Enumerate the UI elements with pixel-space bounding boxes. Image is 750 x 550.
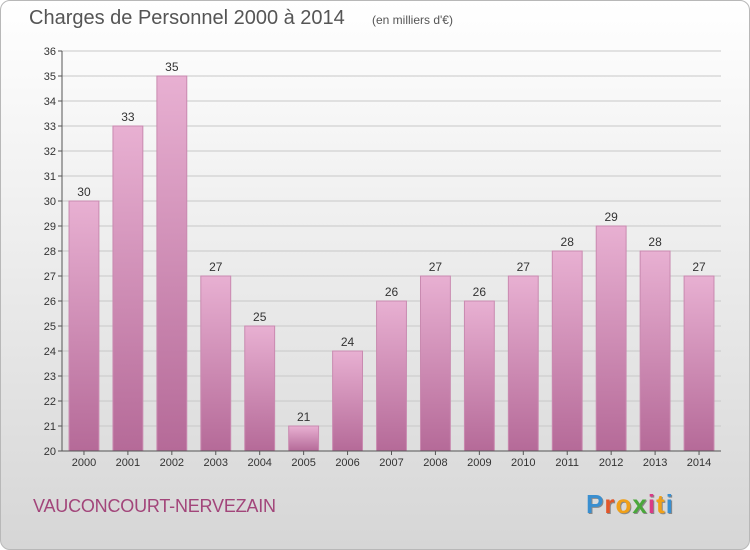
y-tick-label: 27: [44, 271, 56, 283]
logo-letter: i: [665, 489, 674, 519]
x-tick-label: 2002: [160, 457, 184, 469]
data-label: 24: [341, 335, 355, 349]
y-tick-label: 33: [44, 121, 56, 133]
x-tick-label: 2005: [291, 457, 315, 469]
bar: [244, 325, 276, 452]
data-label: 30: [77, 185, 91, 199]
y-tick-label: 22: [44, 396, 56, 408]
data-label: 28: [648, 235, 662, 249]
logo-letter: x: [632, 489, 648, 519]
bar: [463, 300, 495, 452]
x-tick-label: 2013: [643, 457, 667, 469]
data-label: 27: [429, 260, 443, 274]
bar: [68, 200, 100, 452]
bar: [200, 275, 232, 452]
logo-letter: i: [647, 489, 657, 519]
bar: [112, 125, 144, 452]
data-label: 21: [297, 410, 311, 424]
bar: [419, 275, 451, 452]
y-tick-label: 25: [44, 321, 56, 333]
data-label: 33: [121, 110, 135, 124]
data-label: 29: [604, 210, 618, 224]
place-name: VAUCONCOURT-NERVEZAIN: [33, 496, 276, 516]
y-tick-label: 32: [44, 146, 56, 158]
bar: [683, 275, 715, 452]
y-tick-label: 35: [44, 71, 56, 83]
y-tick-label: 28: [44, 246, 56, 258]
bar: [288, 425, 320, 452]
chart-title: Charges de Personnel 2000 à 2014: [29, 7, 345, 29]
y-tick-label: 36: [44, 46, 56, 58]
data-label: 26: [385, 285, 399, 299]
bar: [551, 250, 583, 452]
logo-letter: o: [615, 489, 633, 519]
bar: [507, 275, 539, 452]
bar: [332, 350, 364, 452]
data-label: 26: [473, 285, 487, 299]
data-label: 25: [253, 310, 267, 324]
x-tick-label: 2003: [204, 457, 228, 469]
logo-letter: P: [586, 489, 605, 519]
y-tick-label: 31: [44, 171, 56, 183]
y-tick-label: 29: [44, 221, 56, 233]
data-label: 35: [165, 60, 179, 74]
bar: [156, 75, 188, 452]
logo-letter: t: [656, 489, 666, 519]
y-tick-label: 23: [44, 371, 56, 383]
x-tick-label: 2009: [467, 457, 491, 469]
y-tick-label: 20: [44, 446, 56, 458]
x-tick-label: 2007: [379, 457, 403, 469]
data-label: 28: [561, 235, 575, 249]
y-tick-label: 34: [44, 96, 56, 108]
x-tick-label: 2000: [72, 457, 96, 469]
y-tick-label: 21: [44, 421, 56, 433]
x-tick-label: 2011: [555, 457, 579, 469]
bar: [639, 250, 671, 452]
bar: [595, 225, 627, 452]
bar: [376, 300, 407, 452]
data-label: 27: [692, 260, 706, 274]
chart-unit-note: (en milliers d'€): [372, 13, 453, 27]
y-tick-label: 26: [44, 296, 56, 308]
data-label: 27: [209, 260, 223, 274]
x-tick-label: 2010: [511, 457, 535, 469]
x-tick-label: 2014: [687, 457, 711, 469]
data-label: 27: [517, 260, 531, 274]
logo-letter: r: [604, 489, 616, 519]
proxiti-logo: Proxiti: [586, 489, 674, 520]
y-tick-label: 24: [44, 346, 56, 358]
x-tick-label: 2004: [247, 457, 271, 469]
y-tick-label: 30: [44, 196, 56, 208]
x-tick-label: 2008: [423, 457, 447, 469]
x-tick-label: 2006: [335, 457, 359, 469]
x-tick-label: 2012: [599, 457, 623, 469]
x-tick-label: 2001: [116, 457, 140, 469]
